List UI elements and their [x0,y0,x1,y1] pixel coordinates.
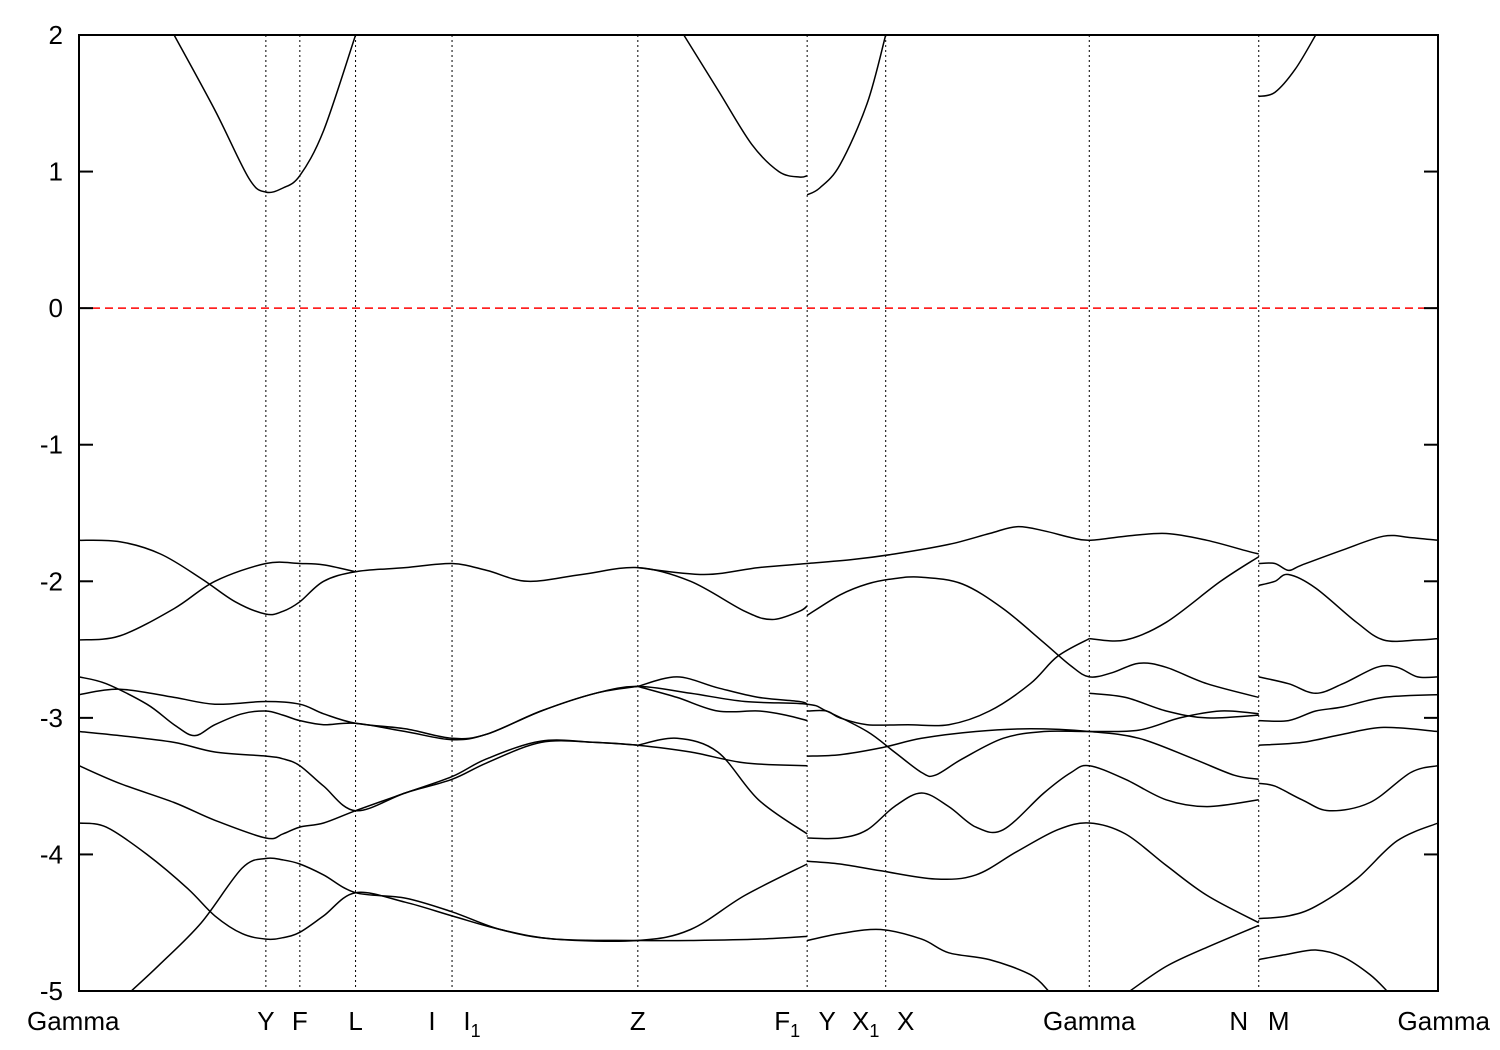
band-line [683,34,808,178]
band-line [637,685,808,722]
band-line [78,539,808,621]
x-tick-label: X1 [852,1006,879,1041]
band-line [637,525,1259,576]
x-tick-label: M [1268,1006,1290,1036]
y-tick-label: -4 [40,839,63,869]
band-line [78,685,638,740]
y-tick-label: 1 [49,157,63,187]
x-tick-label: F1 [774,1006,800,1041]
plot-frame [78,34,1439,992]
y-tick-label: 0 [49,293,63,323]
y-tick-label: -1 [40,430,63,460]
band-line [807,928,1050,992]
band-lines [78,34,1439,992]
band-line [806,34,887,196]
x-tick-label: F [292,1006,308,1036]
band-line [78,730,808,812]
x-tick-label: Gamma [1043,1006,1136,1036]
band-line [1258,693,1439,723]
band-line [1258,822,1439,920]
band-line [637,737,808,835]
y-tick-label: -2 [40,566,63,596]
band-line [637,676,808,705]
y-tick-label: -3 [40,703,63,733]
y-tick-label: 2 [49,20,63,50]
x-tick-label: Z [630,1006,646,1036]
x-tick-label: I1 [463,1006,480,1041]
x-tick-label: N [1229,1006,1248,1036]
band-line [78,561,356,641]
x-tick-label: Gamma [27,1006,120,1036]
y-axis: 2 1 0 -1 -2 -3 -4 -5 [40,20,1438,1006]
band-line [807,822,1260,924]
band-line [1258,764,1439,812]
x-tick-label: Y [818,1006,835,1036]
band-line [1089,692,1259,719]
x-tick-label: L [348,1006,362,1036]
band-line [1258,664,1439,695]
band-line [1089,556,1260,642]
band-line [78,739,638,840]
x-tick-label: I [428,1006,435,1036]
band-line [1129,924,1259,992]
band-line [807,764,1259,840]
band-line [1258,726,1439,746]
x-axis: Gamma Y F L I I1 Z F1 Y X1 X Gamma N M Gamma [27,1006,1491,1041]
band-line [1258,534,1439,572]
x-tick-label: X [897,1006,914,1036]
band-line [1258,34,1317,98]
band-line [1258,573,1439,643]
band-line [807,728,1259,781]
band-line [1258,949,1388,992]
band-line [173,34,357,194]
high-symmetry-vlines [265,35,1260,991]
band-line [130,857,808,992]
band-line [78,822,808,942]
band-line [806,576,1259,699]
x-tick-label: Gamma [1398,1006,1491,1036]
y-tick-label: -5 [40,976,63,1006]
band-line [78,676,1259,778]
band-line [807,637,1090,727]
x-tick-label: Y [257,1006,274,1036]
